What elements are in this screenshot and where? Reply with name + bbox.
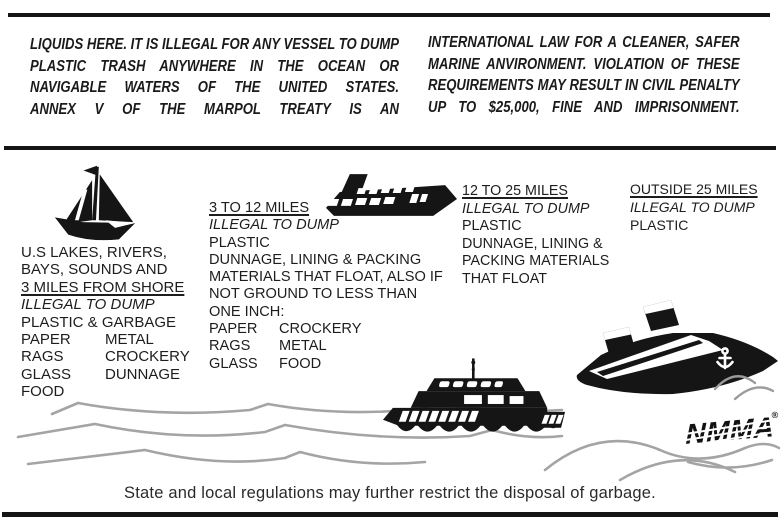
item-label: METAL xyxy=(279,338,327,355)
zone-range-title: 3 TO 12 MILES xyxy=(209,200,310,216)
zone-text-line: PLASTIC xyxy=(630,217,689,233)
item-label: RAGS xyxy=(21,348,64,366)
header-text-line: NAVIGABLE WATERS OF THE UNITED STATES. xyxy=(30,79,399,97)
footer-disclaimer: State and local regulations may further … xyxy=(124,484,656,502)
item-label: CROCKERY xyxy=(105,348,190,366)
zone-range-title: 12 TO 25 MILES xyxy=(462,183,568,199)
illegal-to-dump-label: ILLEGAL TO DUMP xyxy=(209,217,340,234)
motor-yacht-icon xyxy=(325,174,458,216)
zone-text-line: THAT FLOAT xyxy=(462,270,547,287)
zone-intro-line: U.S LAKES, RIVERS, xyxy=(21,244,167,261)
prohibited-items-list: PAPER CROCKERY RAGS METAL GLASS FOOD xyxy=(209,321,459,373)
header-text-line: UP TO $25,000, FINE AND IMPRISONMENT. xyxy=(428,98,740,116)
header-text-line: PLASTIC TRASH ANYWHERE IN THE OCEAN OR xyxy=(30,57,399,75)
zone-text-line: NOT GROUND TO LESS THAN xyxy=(209,286,418,303)
zone-range-title: OUTSIDE 25 MILES xyxy=(630,181,758,197)
sailboat-icon xyxy=(54,165,136,241)
item-label: METAL xyxy=(105,331,154,349)
item-label: DUNNAGE xyxy=(105,365,181,383)
zone-text-line: PACKING MATERIALS xyxy=(462,253,610,269)
zone-text-line: PLASTIC xyxy=(462,218,522,234)
header-text-line: INTERNATIONAL LAW FOR A CLEANER, SAFER xyxy=(428,34,740,51)
item-label: PAPER xyxy=(21,331,71,349)
illegal-to-dump-label: ILLEGAL TO DUMP xyxy=(630,199,755,215)
cruise-ship-icon xyxy=(576,300,778,401)
zone-12-to-25-miles: 12 TO 25 MILES ILLEGAL TO DUMP PLASTIC D… xyxy=(462,183,634,288)
item-label: RAGS xyxy=(209,338,251,355)
nmma-logo: NMMA ® xyxy=(679,410,780,464)
ferry-icon xyxy=(382,358,566,432)
zone-text-line: DUNNAGE, LINING & PACKING xyxy=(209,251,422,268)
zone-3-to-12-miles: 3 TO 12 MILES ILLEGAL TO DUMP PLASTIC DU… xyxy=(209,200,459,373)
illegal-to-dump-label: ILLEGAL TO DUMP xyxy=(462,200,590,217)
item-label: FOOD xyxy=(21,383,65,401)
header-text-line: MARINE ANVIRONMENT. VIOLATION OF THESE xyxy=(428,55,740,73)
zone-text-line: ONE INCH: xyxy=(209,303,285,320)
zone-text-line: DUNNAGE, LINING & xyxy=(462,235,603,252)
illegal-to-dump-label: ILLEGAL TO DUMP xyxy=(21,296,155,314)
zone-intro-line: BAYS, SOUNDS AND xyxy=(21,261,168,279)
zone-category-line: PLASTIC & GARBAGE xyxy=(21,313,177,331)
header-divider-rule xyxy=(4,146,776,150)
zone-range-title: 3 MILES FROM SHORE xyxy=(21,278,185,296)
zone-outside-25-miles: OUTSIDE 25 MILES ILLEGAL TO DUMP PLASTIC xyxy=(630,180,780,234)
header-text-line: LIQUIDS HERE. IT IS ILLEGAL FOR ANY VESS… xyxy=(30,36,399,53)
top-border-rule xyxy=(8,13,770,17)
bottom-border-rule xyxy=(2,512,778,517)
header-left-block: LIQUIDS HERE. IT IS ILLEGAL FOR ANY VESS… xyxy=(30,34,399,120)
item-label: FOOD xyxy=(279,355,322,372)
header-text-line: REQUIREMENTS MAY RESULT IN CIVIL PENALTY xyxy=(428,77,740,95)
prohibited-items-list: PAPER METAL RAGS CROCKERY GLASS DUNNAGE … xyxy=(21,331,216,401)
item-label: PAPER xyxy=(209,321,258,338)
item-label: GLASS xyxy=(209,355,258,372)
zone-shore: U.S LAKES, RIVERS, BAYS, SOUNDS AND 3 MI… xyxy=(21,244,216,401)
header-right-block: INTERNATIONAL LAW FOR A CLEANER, SAFER M… xyxy=(428,32,740,118)
item-label: CROCKERY xyxy=(279,321,362,338)
header-text-line: ANNEX V OF THE MARPOL TREATY IS AN xyxy=(30,100,399,118)
zone-text-line: MATERIALS THAT FLOAT, ALSO IF xyxy=(209,269,443,286)
item-label: GLASS xyxy=(21,365,72,383)
zone-text-line: PLASTIC xyxy=(209,234,270,251)
